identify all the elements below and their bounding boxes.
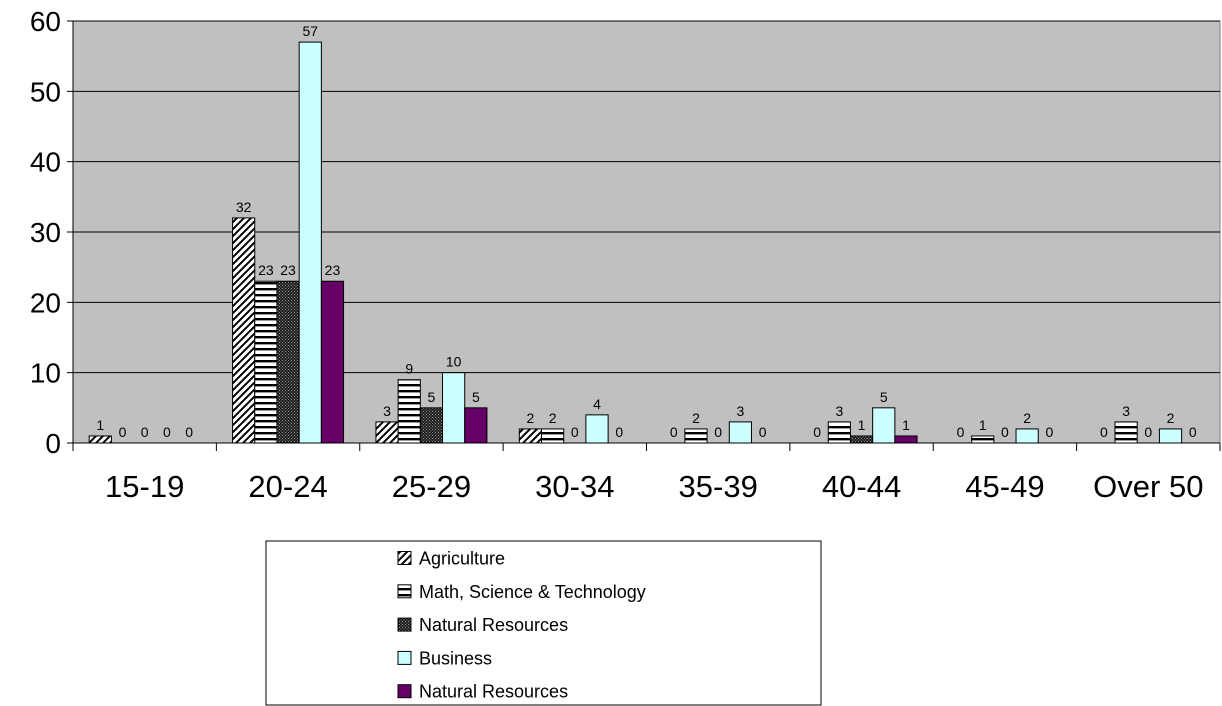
bar (728, 421, 752, 444)
data-label: 0 (759, 424, 767, 440)
bar (827, 421, 851, 444)
data-label: 0 (163, 424, 171, 440)
legend-swatch (397, 684, 412, 699)
legend-swatch (397, 650, 412, 665)
data-label: 32 (236, 199, 252, 215)
bar (849, 435, 874, 444)
bar (320, 280, 345, 444)
data-label: 0 (813, 424, 821, 440)
legend-box (265, 540, 822, 706)
x-category-label: Over 50 (1093, 469, 1203, 504)
bar (254, 280, 278, 444)
x-category-label: 35-39 (679, 469, 758, 504)
data-label: 3 (736, 403, 744, 419)
data-label: 23 (325, 262, 341, 278)
data-label: 1 (96, 417, 104, 433)
x-category-label: 20-24 (248, 469, 327, 504)
y-tick-label: 10 (30, 358, 61, 389)
y-tick-label: 40 (30, 147, 61, 178)
bar (1114, 421, 1138, 444)
bar (276, 280, 300, 444)
data-label: 57 (302, 23, 318, 39)
data-label: 2 (692, 410, 700, 426)
data-label: 0 (119, 424, 127, 440)
data-label: 5 (428, 389, 436, 405)
x-category-label: 30-34 (535, 469, 614, 504)
bar (88, 435, 112, 444)
data-label: 0 (571, 424, 579, 440)
bar (585, 414, 609, 444)
legend-swatch (397, 617, 412, 632)
bar (1015, 428, 1039, 444)
data-label: 3 (383, 403, 391, 419)
bar (442, 372, 466, 444)
bar (894, 435, 918, 444)
data-label: 0 (957, 424, 965, 440)
data-label: 2 (527, 410, 535, 426)
x-category-label: 25-29 (392, 469, 471, 504)
data-label: 9 (405, 361, 413, 377)
data-label: 0 (1001, 424, 1009, 440)
plot-area (72, 20, 1221, 444)
data-label: 10 (446, 354, 462, 370)
legend-entry-label: Natural Resources (419, 682, 568, 702)
bar (419, 407, 444, 444)
data-label: 0 (185, 424, 193, 440)
x-category-label: 45-49 (965, 469, 1044, 504)
data-label: 1 (902, 417, 910, 433)
legend-swatch (397, 584, 412, 599)
data-label: 0 (141, 424, 149, 440)
bar (375, 421, 399, 444)
legend: Agriculture Math, Science & Technology Nat… (265, 540, 822, 706)
data-label: 3 (1122, 403, 1130, 419)
data-label: 5 (880, 389, 888, 405)
legend-entry-label: Agriculture (419, 549, 505, 569)
y-tick-label: 0 (45, 428, 61, 459)
data-label: 2 (1023, 410, 1031, 426)
bar (971, 435, 995, 444)
y-tick-label: 60 (30, 6, 61, 37)
data-label: 2 (549, 410, 557, 426)
legend-entry-label: Business (419, 648, 492, 668)
bar (232, 217, 256, 444)
data-label: 4 (593, 396, 601, 412)
bar (518, 428, 543, 444)
data-label: 0 (1045, 424, 1053, 440)
legend-swatch (397, 551, 412, 565)
x-category-label: 15-19 (105, 469, 184, 504)
bar (397, 379, 421, 444)
data-label: 23 (280, 262, 296, 278)
data-label: 1 (979, 417, 987, 433)
legend-entry-label: Math, Science & Technology (419, 582, 646, 602)
bar (464, 407, 488, 444)
data-label: 0 (670, 424, 678, 440)
data-label: 2 (1167, 410, 1175, 426)
data-label: 3 (835, 403, 843, 419)
data-label: 0 (615, 424, 623, 440)
data-label: 5 (472, 389, 480, 405)
bar (298, 41, 322, 444)
y-tick-label: 30 (30, 217, 61, 248)
y-tick-label: 50 (30, 76, 61, 107)
legend-entry-label: Natural Resources (419, 615, 568, 635)
data-label: 0 (1189, 424, 1197, 440)
data-label: 23 (258, 262, 274, 278)
data-label: 1 (858, 417, 866, 433)
data-label: 0 (714, 424, 722, 440)
x-category-label: 40-44 (822, 469, 901, 504)
y-tick-label: 20 (30, 287, 61, 318)
bar (541, 428, 565, 444)
bar (872, 407, 896, 444)
data-label: 0 (1144, 424, 1152, 440)
bar (1158, 428, 1183, 444)
bar (684, 428, 708, 444)
data-label: 0 (1100, 424, 1108, 440)
